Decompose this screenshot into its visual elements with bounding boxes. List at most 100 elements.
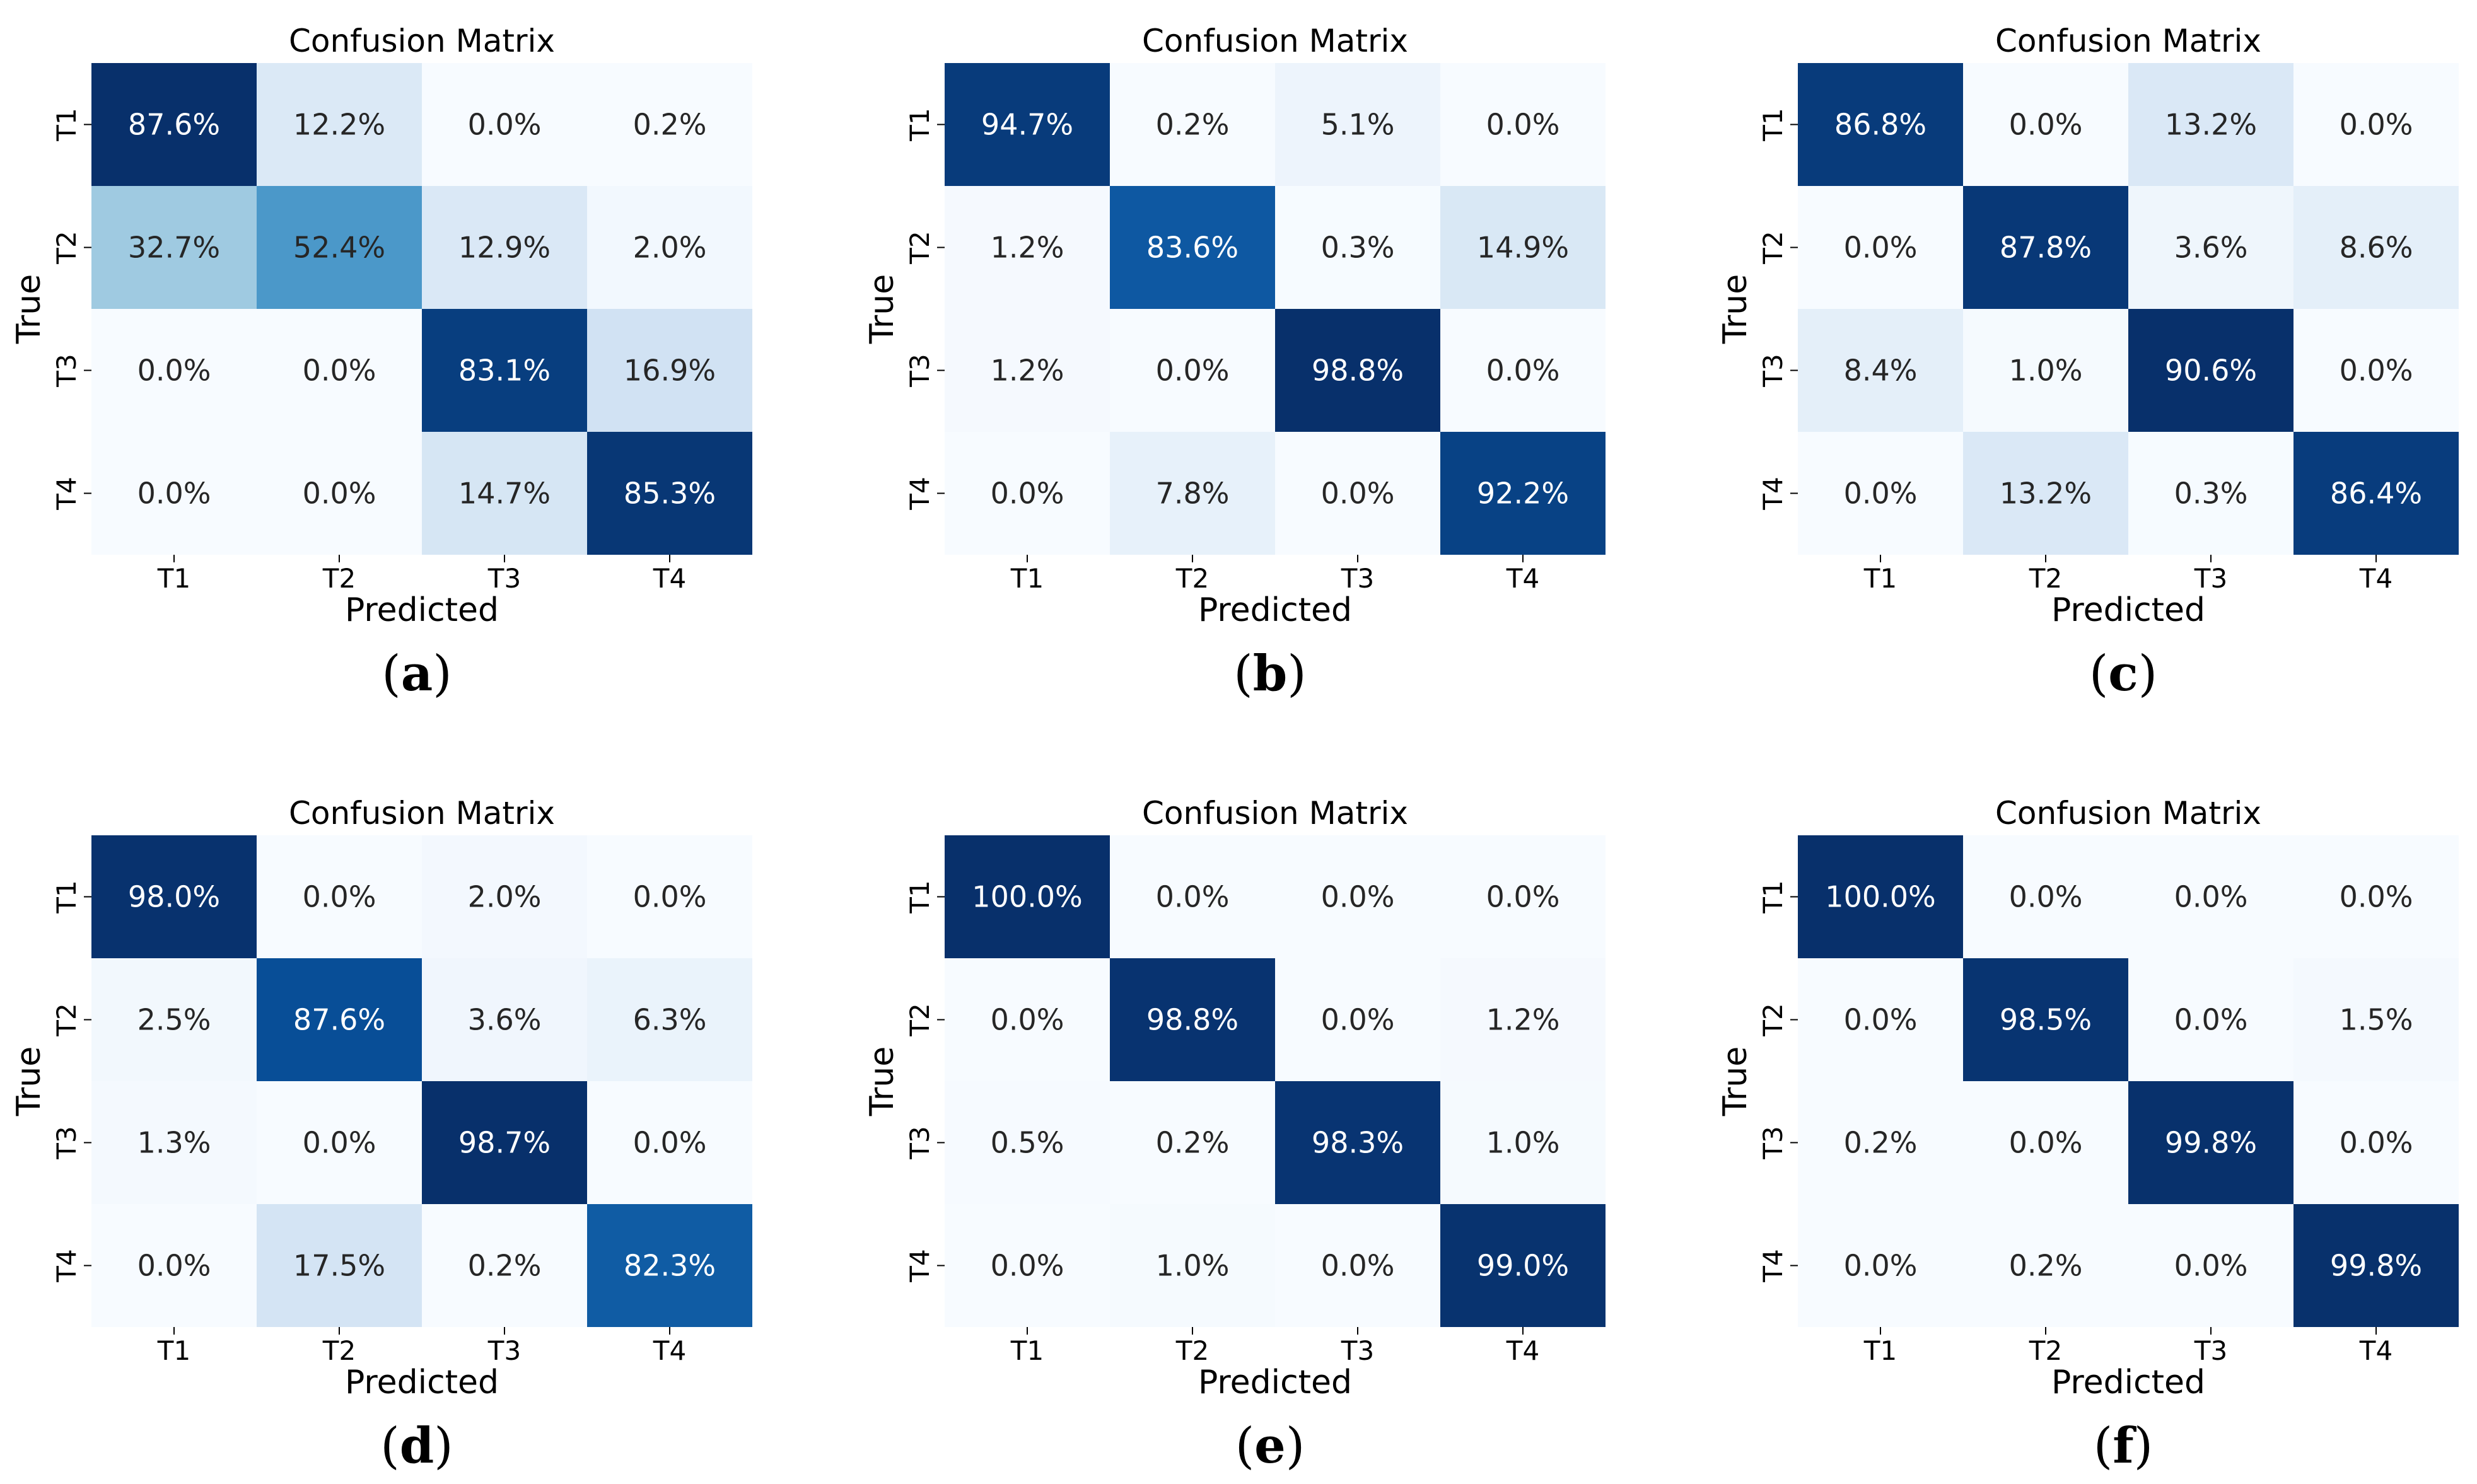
- x-tick-label: T3: [1341, 1335, 1374, 1366]
- caption-close-paren: ): [434, 1418, 453, 1475]
- heatmap-cell: [422, 309, 587, 432]
- caption-letter: d: [400, 1417, 434, 1475]
- cell-value-label: 85.3%: [624, 477, 716, 511]
- panel-caption: (e): [1235, 1417, 1305, 1475]
- y-tick-label: T4: [1757, 1249, 1788, 1282]
- cell-value-label: 92.2%: [1477, 477, 1569, 511]
- y-tick-label: T3: [904, 354, 935, 387]
- y-tick-label: T1: [51, 108, 82, 141]
- heatmap-cell: [1110, 63, 1275, 186]
- caption-close-paren: ): [2134, 1418, 2153, 1475]
- cell-value-label: 0.0%: [303, 477, 376, 511]
- cell-value-label: 0.2%: [2009, 1249, 2083, 1283]
- cell-value-label: 8.6%: [2340, 231, 2413, 265]
- panel-caption: (b): [1233, 645, 1306, 702]
- x-tick-label: T1: [1863, 563, 1897, 594]
- heatmap-cell: [1798, 309, 1963, 432]
- heatmap-cell: [587, 432, 752, 555]
- heatmap-cell: [1275, 1081, 1440, 1204]
- heatmap-cell: [2293, 835, 2459, 958]
- heatmap-cell: [945, 835, 1110, 958]
- cell-value-label: 2.0%: [468, 880, 542, 914]
- heatmap-cell: [91, 958, 257, 1081]
- cell-value-label: 3.6%: [468, 1003, 542, 1037]
- heatmap-cell: [2128, 432, 2293, 555]
- panel-caption: (f): [2094, 1417, 2153, 1475]
- cell-value-label: 98.0%: [128, 880, 220, 914]
- heatmap-cell: [1798, 1081, 1963, 1204]
- x-tick-label: T2: [322, 563, 356, 594]
- x-tick-label: T3: [487, 1335, 521, 1366]
- heatmap-cell: [257, 309, 422, 432]
- y-tick-label: T3: [1757, 354, 1788, 387]
- x-tick-label: T2: [322, 1335, 356, 1366]
- cell-value-label: 14.7%: [458, 477, 551, 511]
- heatmap-cell: [1110, 1081, 1275, 1204]
- x-tick-label: T2: [2029, 1335, 2062, 1366]
- cell-value-label: 87.6%: [293, 1003, 385, 1037]
- heatmap-cell: [1963, 1204, 2128, 1327]
- heatmap-cell: [257, 63, 422, 186]
- heatmap-cell: [91, 186, 257, 309]
- cell-value-label: 0.0%: [468, 108, 542, 142]
- heatmap-cell: [2128, 1081, 2293, 1204]
- heatmap-cell: [1275, 958, 1440, 1081]
- cell-value-label: 0.0%: [1486, 354, 1560, 388]
- y-tick-label: T2: [51, 231, 82, 264]
- heatmap-cell: [1440, 1081, 1606, 1204]
- cell-value-label: 6.3%: [633, 1003, 707, 1037]
- cell-value-label: 0.0%: [991, 1003, 1064, 1037]
- heatmap-cell: [1798, 432, 1963, 555]
- cell-value-label: 0.0%: [303, 880, 376, 914]
- cell-value-label: 86.4%: [2330, 477, 2422, 511]
- heatmap-cell: [422, 186, 587, 309]
- heatmap-cell: [1110, 309, 1275, 432]
- heatmap-cell: [1440, 835, 1606, 958]
- x-tick-label: T3: [487, 563, 521, 594]
- cell-value-label: 13.2%: [2165, 108, 2257, 142]
- heatmap-cell: [1275, 432, 1440, 555]
- cell-value-label: 0.0%: [2009, 108, 2083, 142]
- cell-value-label: 90.6%: [2165, 354, 2257, 388]
- heatmap-cell: [2128, 958, 2293, 1081]
- heatmap-cell: [257, 1081, 422, 1204]
- cell-value-label: 0.0%: [2340, 1126, 2413, 1160]
- cell-value-label: 83.6%: [1146, 231, 1238, 265]
- heatmap-cell: [91, 309, 257, 432]
- cell-value-label: 99.0%: [1477, 1249, 1569, 1283]
- heatmap-cell: [1110, 1204, 1275, 1327]
- y-tick-label: T4: [904, 1249, 935, 1282]
- y-tick-label: T4: [904, 477, 935, 510]
- y-axis-label: True: [863, 274, 901, 344]
- cell-value-label: 0.2%: [1844, 1126, 1918, 1160]
- heatmap-cell: [422, 1081, 587, 1204]
- cell-value-label: 98.8%: [1146, 1003, 1238, 1037]
- cell-value-label: 98.3%: [1312, 1126, 1404, 1160]
- y-tick-label: T3: [51, 1126, 82, 1159]
- heatmap-cell: [2128, 186, 2293, 309]
- x-axis-label: Predicted: [345, 591, 499, 629]
- cell-value-label: 0.0%: [1844, 477, 1918, 511]
- cell-value-label: 0.0%: [633, 1126, 707, 1160]
- cell-value-label: 0.0%: [633, 880, 707, 914]
- cell-value-label: 82.3%: [624, 1249, 716, 1283]
- cell-value-label: 5.1%: [1321, 108, 1395, 142]
- heatmap-cell: [1963, 432, 2128, 555]
- caption-open-paren: (: [382, 646, 400, 702]
- caption-open-paren: (: [2089, 646, 2108, 702]
- cell-value-label: 17.5%: [293, 1249, 385, 1283]
- y-tick-label: T2: [1757, 1003, 1788, 1036]
- panel-caption: (c): [2089, 645, 2157, 702]
- panel-title: Confusion Matrix: [1995, 795, 2261, 832]
- heatmap-cell: [1798, 63, 1963, 186]
- x-tick-label: T1: [1010, 563, 1044, 594]
- caption-letter: e: [1254, 1417, 1286, 1475]
- y-tick-label: T1: [904, 108, 935, 141]
- caption-open-paren: (: [1233, 646, 1252, 702]
- x-tick-label: T2: [1175, 1335, 1209, 1366]
- x-tick-label: T4: [1506, 563, 1539, 594]
- cell-value-label: 0.0%: [991, 1249, 1064, 1283]
- cell-value-label: 1.3%: [137, 1126, 211, 1160]
- x-tick-label: T1: [1863, 1335, 1897, 1366]
